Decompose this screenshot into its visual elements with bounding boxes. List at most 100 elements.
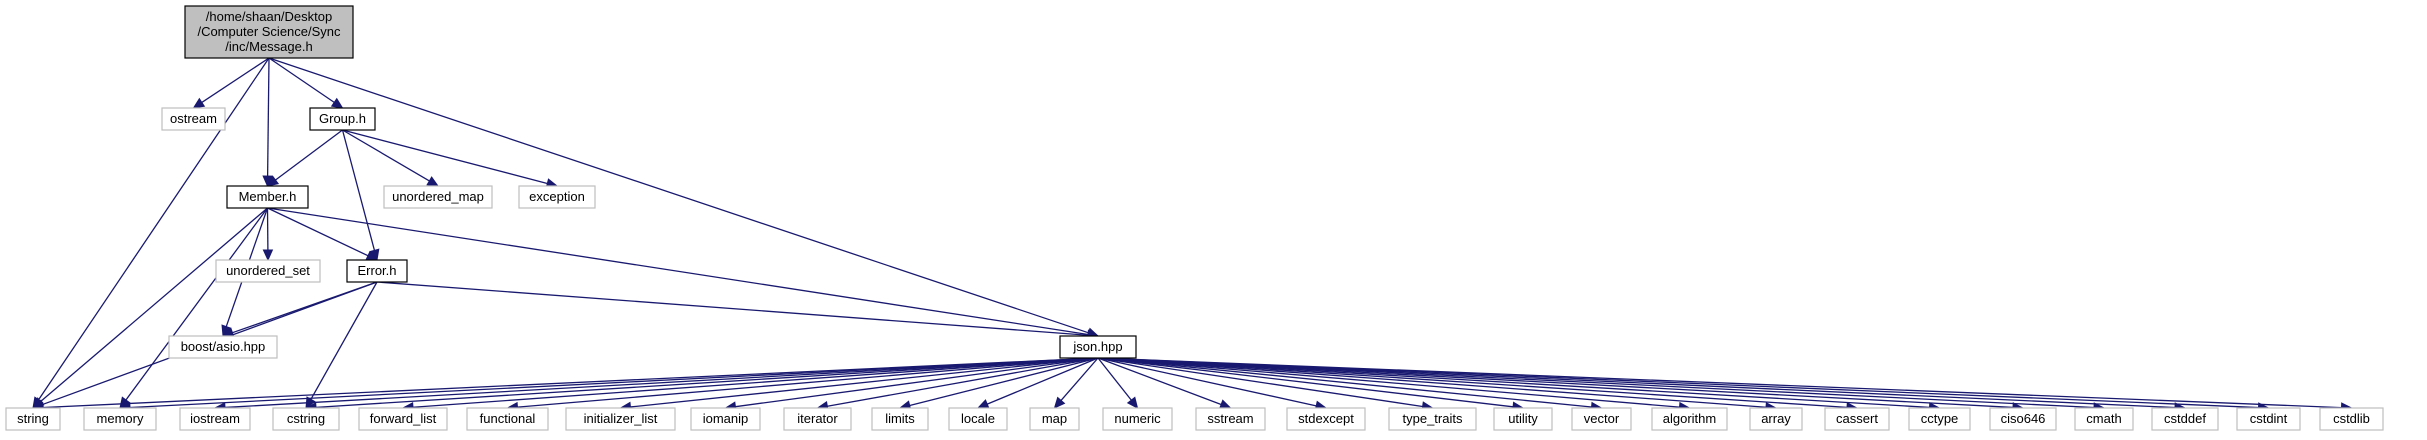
node-label: cstdint [2250,411,2288,426]
node-label: initializer_list [584,411,658,426]
node-cctype: cctype [1908,407,1971,431]
node-algorithm: algorithm [1651,407,1728,431]
node-type_traits: type_traits [1388,407,1477,431]
node-message_h[interactable]: /home/shaan/Desktop/Computer Science/Syn… [184,5,354,59]
edge-group_h-to-exception [342,129,559,189]
edge-json_hpp-to-numeric [1097,357,1139,409]
edge-message_h-to-member_h [262,57,273,188]
node-numeric: numeric [1102,407,1173,431]
node-exception: exception [518,185,596,209]
edge-error_h-to-json_hpp [376,281,1100,341]
arrowhead-icon [192,97,206,109]
node-box [83,407,157,431]
node-label: stdexcept [1298,411,1354,426]
node-label: memory [97,411,144,426]
node-box [1286,407,1366,431]
node-box [871,407,929,431]
node-functional: functional [466,407,549,431]
node-cstdlib: cstdlib [2319,407,2384,431]
node-vector: vector [1571,407,1632,431]
arrowhead-icon [1053,396,1066,409]
edge-group_h-to-unordered_map [342,129,440,187]
node-box [690,407,761,431]
node-cstdint: cstdint [2236,407,2301,431]
node-label: iostream [190,411,240,426]
node-box [346,259,408,283]
node-box [1059,335,1137,359]
node-box [948,407,1008,431]
node-label: forward_list [370,411,437,426]
node-label: string [17,411,49,426]
node-box [1493,407,1553,431]
node-box [1195,407,1266,431]
edge-member_h-to-memory [119,207,269,409]
node-group_h[interactable]: Group.h [309,107,376,131]
node-cassert: cassert [1824,407,1890,431]
edge-group_h-to-member_h [266,129,343,187]
node-box [226,185,309,209]
node-ostream: ostream [161,107,226,131]
node-box [272,407,340,431]
node-initializer_list: initializer_list [565,407,676,431]
node-json_hpp[interactable]: json.hpp [1059,335,1137,359]
node-error_h[interactable]: Error.h [346,259,408,283]
node-box [1102,407,1173,431]
node-label: ostream [170,111,217,126]
edge-json_hpp-to-functional [506,357,1099,413]
node-box [565,407,676,431]
node-box [309,107,376,131]
edge-json_hpp-to-initializer_list [619,357,1099,413]
node-label: iterator [797,411,838,426]
node-box [179,407,251,431]
node-string: string [5,407,61,431]
node-label: cmath [2086,411,2121,426]
node-label: unordered_map [392,189,484,204]
node-sstream: sstream [1195,407,1266,431]
node-label: cctype [1921,411,1959,426]
node-label: map [1042,411,1067,426]
node-member_h[interactable]: Member.h [226,185,309,209]
node-box [2074,407,2134,431]
node-box [1908,407,1971,431]
node-box [2319,407,2384,431]
node-box [1824,407,1890,431]
node-label: unordered_set [226,263,310,278]
node-cstddef: cstddef [2151,407,2219,431]
node-label: cstddef [2164,411,2206,426]
node-ciso646: ciso646 [1989,407,2057,431]
node-memory: memory [83,407,157,431]
node-stdexcept: stdexcept [1286,407,1366,431]
node-label: algorithm [1663,411,1716,426]
node-label: iomanip [703,411,749,426]
node-label: ciso646 [2001,411,2046,426]
node-label: boost/asio.hpp [181,339,266,354]
node-box [2236,407,2301,431]
node-label: limits [885,411,915,426]
node-iostream: iostream [179,407,251,431]
node-box [383,185,493,209]
arrowhead-icon [262,249,274,262]
node-label: cstring [287,411,325,426]
node-label: utility [1508,411,1538,426]
node-label: cassert [1836,411,1878,426]
arrowhead-icon [330,97,344,109]
edge-message_h-to-group_h [268,57,344,109]
node-box [161,107,226,131]
node-label: type_traits [1403,411,1463,426]
node-box [1029,407,1080,431]
node-label: vector [1584,411,1620,426]
node-box [168,335,278,359]
arrowhead-icon [266,175,280,187]
node-label: Group.h [319,111,366,126]
node-unordered_set: unordered_set [215,259,321,283]
node-label: locale [961,411,995,426]
node-box [783,407,852,431]
node-box [518,185,596,209]
node-limits: limits [871,407,929,431]
node-box [2151,407,2219,431]
edge-error_h-to-boost_asio [221,281,378,338]
edge-json_hpp-to-map [1053,357,1099,409]
graph-nodes: /home/shaan/Desktop/Computer Science/Syn… [5,5,2384,431]
edge-error_h-to-cstring [305,281,378,410]
